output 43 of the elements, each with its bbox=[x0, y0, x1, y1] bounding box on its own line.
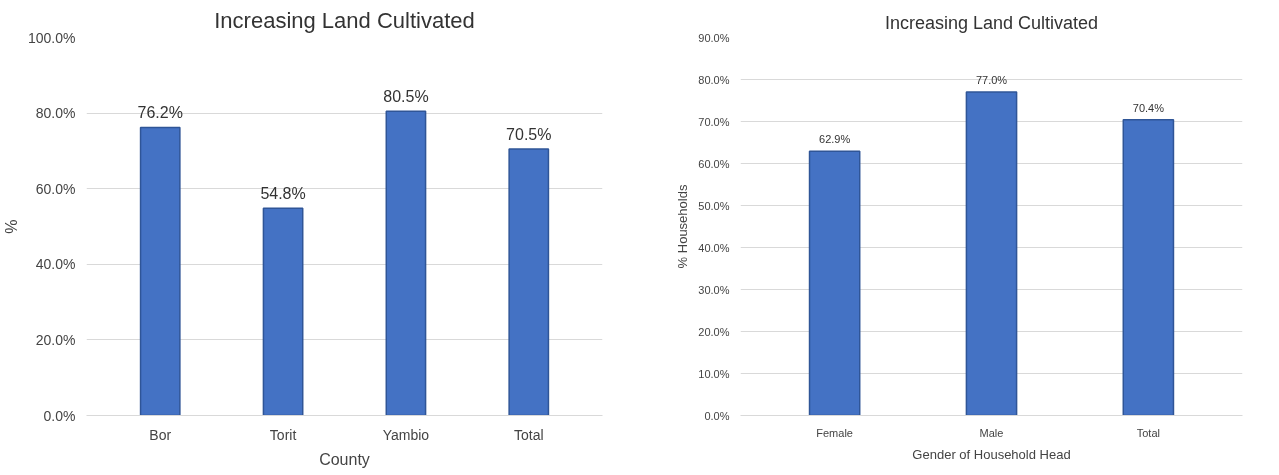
data-label: 77.0% bbox=[975, 74, 1008, 87]
bar bbox=[965, 91, 1018, 416]
x-tick-label: Female bbox=[816, 426, 853, 439]
data-label: 62.9% bbox=[819, 133, 851, 146]
y-axis-title: % Households bbox=[675, 184, 691, 269]
y-tick-label: 90.0% bbox=[698, 31, 730, 44]
y-tick-label: 60.0% bbox=[698, 157, 730, 170]
data-label: 70.4% bbox=[1132, 101, 1165, 114]
x-tick-label: Yambio bbox=[382, 426, 430, 443]
chart-title: Increasing Land Cultivated bbox=[214, 7, 475, 33]
data-label: 80.5% bbox=[383, 88, 429, 106]
y-tick-label: 20.0% bbox=[35, 331, 76, 348]
x-tick-label: Total bbox=[514, 426, 544, 443]
bar bbox=[139, 126, 181, 416]
x-tick-label: Total bbox=[1136, 426, 1161, 439]
bar bbox=[262, 207, 304, 416]
y-axis-title: % bbox=[3, 219, 21, 234]
x-axis-title: Gender of Household Head bbox=[912, 446, 1071, 462]
x-tick-label: Torit bbox=[269, 426, 297, 443]
data-label: 70.5% bbox=[506, 126, 552, 144]
data-label: 76.2% bbox=[137, 104, 183, 122]
y-tick-label: 0.0% bbox=[43, 407, 76, 424]
x-tick-label: Male bbox=[979, 426, 1004, 439]
bar bbox=[508, 148, 550, 416]
y-tick-label: 100.0% bbox=[28, 29, 76, 46]
y-tick-label: 40.0% bbox=[698, 241, 730, 254]
y-tick-label: 10.0% bbox=[698, 367, 730, 380]
y-tick-label: 30.0% bbox=[698, 283, 730, 296]
y-tick-label: 80.0% bbox=[698, 73, 730, 86]
y-tick-label: 70.0% bbox=[698, 115, 730, 128]
y-tick-label: 50.0% bbox=[698, 199, 730, 212]
bar bbox=[1122, 119, 1175, 416]
x-tick-label: Bor bbox=[149, 426, 172, 443]
y-tick-label: 80.0% bbox=[35, 105, 76, 122]
y-tick-label: 0.0% bbox=[704, 409, 730, 422]
bar bbox=[385, 110, 427, 416]
data-label: 54.8% bbox=[260, 185, 306, 203]
y-tick-label: 60.0% bbox=[35, 180, 76, 197]
chart-title: Increasing Land Cultivated bbox=[884, 12, 1099, 33]
y-tick-label: 20.0% bbox=[698, 325, 730, 338]
x-axis-title: County bbox=[319, 450, 370, 468]
bar bbox=[808, 150, 861, 416]
y-tick-label: 40.0% bbox=[35, 256, 76, 273]
